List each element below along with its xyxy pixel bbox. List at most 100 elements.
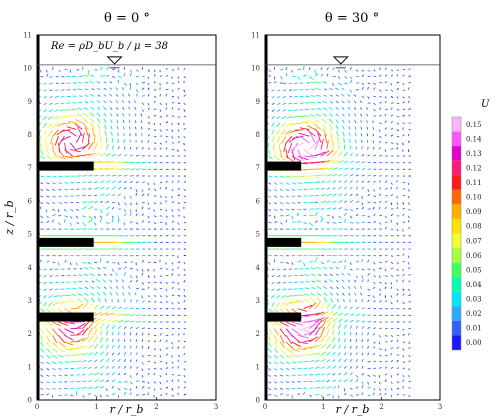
vector-arrow (147, 360, 151, 363)
vector-arrow (97, 87, 101, 91)
vector-arrow (58, 335, 66, 343)
vector-arrow (349, 394, 354, 398)
vector-arrow (349, 352, 352, 356)
vector-arrow (355, 260, 360, 263)
vector-arrow (276, 136, 281, 144)
vector-arrow (402, 188, 406, 190)
vector-arrow (390, 74, 394, 77)
vector-arrow (276, 95, 281, 99)
vector-arrow (147, 368, 151, 371)
vector-arrow (268, 195, 272, 199)
vector-arrow (274, 80, 277, 84)
vector-arrow (64, 328, 75, 334)
vector-arrow (165, 67, 168, 71)
colorbar-label: 0.15 (466, 121, 482, 129)
vector-arrow (159, 267, 163, 270)
vector-arrow (271, 301, 275, 307)
vector-arrow (103, 112, 107, 117)
vector-arrow (344, 82, 348, 85)
vector-arrow (328, 118, 333, 124)
vector-arrow (46, 387, 50, 390)
vector-arrow (82, 194, 87, 197)
vector-arrow (171, 220, 175, 223)
vector-arrow (285, 348, 293, 354)
vector-arrow (373, 102, 376, 106)
vector-arrow (273, 149, 276, 156)
vector-arrow (288, 281, 292, 284)
vector-arrow (298, 132, 310, 137)
vector-arrow (291, 175, 298, 178)
vector-arrow (276, 268, 281, 271)
vector-arrow (292, 142, 304, 149)
vector-arrow (279, 348, 286, 354)
vector-arrow (128, 100, 131, 104)
vector-arrow (135, 202, 138, 206)
vector-arrow (183, 295, 187, 298)
vector-arrow (390, 295, 393, 298)
vector-arrow (378, 275, 381, 279)
vector-arrow (379, 367, 382, 369)
vector-arrow (127, 285, 131, 290)
vector-arrow (135, 222, 139, 225)
vector-arrow (332, 317, 338, 323)
vector-arrow (355, 186, 359, 190)
vector-arrow (321, 123, 328, 130)
vector-arrow (285, 321, 297, 327)
vector-arrow (317, 107, 322, 111)
vector-arrow (135, 213, 138, 217)
vector-arrow (332, 67, 335, 71)
vector-arrow (320, 180, 326, 184)
vector-arrow (165, 74, 169, 77)
vector-arrow (402, 82, 405, 86)
vector-arrow (361, 339, 363, 343)
vector-arrow (326, 73, 329, 77)
vector-arrow (123, 331, 126, 336)
vector-arrow (361, 206, 365, 210)
vector-arrow (355, 193, 359, 197)
vector-arrow (40, 394, 44, 396)
vector-arrow (309, 320, 319, 330)
vector-arrow (335, 100, 339, 104)
vector-arrow (332, 304, 336, 309)
vector-arrow (326, 303, 331, 309)
vector-arrow (135, 69, 140, 72)
vector-arrow (332, 187, 336, 190)
vector-arrow (64, 334, 74, 341)
vector-arrow (291, 348, 300, 352)
vector-arrow (390, 347, 394, 349)
vector-arrow (88, 187, 92, 190)
vector-arrow (344, 305, 347, 310)
vector-arrow (373, 115, 376, 117)
vector-arrow (354, 292, 357, 296)
vector-arrow (320, 193, 327, 197)
vector-arrow (94, 152, 101, 157)
vector-arrow (274, 374, 277, 377)
vector-arrow (315, 174, 322, 177)
vector-arrow (332, 167, 339, 170)
vector-arrow (309, 360, 315, 363)
vector-arrow (47, 115, 53, 121)
y-tick-label: 4 (256, 264, 261, 272)
vector-arrow (183, 346, 185, 349)
vector-arrow (402, 348, 405, 351)
free-surface-symbol (332, 56, 349, 65)
vector-arrow (309, 327, 318, 336)
vector-arrow (89, 94, 95, 97)
vector-arrow (76, 353, 83, 356)
y-tick-label: 4 (28, 264, 33, 272)
vector-arrow (46, 182, 50, 185)
vector-arrow (373, 174, 377, 177)
vector-arrow (291, 334, 301, 344)
vector-arrow (52, 328, 59, 337)
vector-arrow (106, 200, 109, 203)
vector-arrow (153, 354, 157, 357)
vector-arrow (322, 128, 328, 137)
vector-arrow (115, 272, 119, 276)
x-axis-label: r / r_b (110, 403, 144, 416)
vector-arrow (40, 182, 44, 185)
vector-arrow (343, 345, 347, 349)
vector-arrow (100, 186, 105, 190)
vector-arrow (353, 107, 357, 110)
vector-arrow (129, 332, 132, 336)
vector-arrow (366, 113, 369, 117)
